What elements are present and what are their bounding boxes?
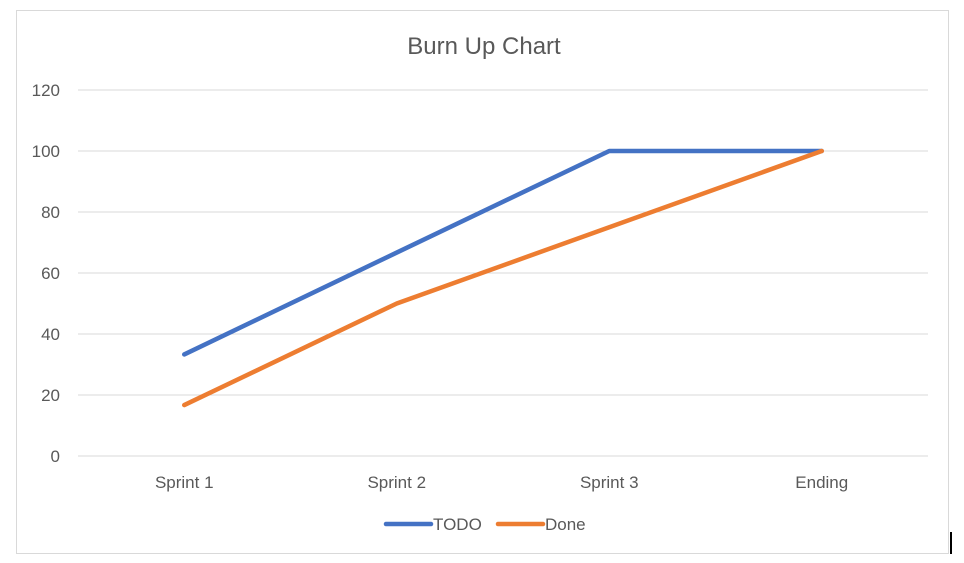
x-tick-label: Ending — [795, 473, 848, 492]
y-tick-label: 40 — [41, 325, 60, 344]
x-tick-label: Sprint 2 — [367, 473, 426, 492]
y-axis: 0 20 40 60 80 100 120 — [32, 81, 60, 466]
y-tick-label: 80 — [41, 203, 60, 222]
legend: TODO Done — [383, 515, 586, 534]
gridlines — [78, 89, 928, 457]
y-tick-label: 20 — [41, 386, 60, 405]
x-axis: Sprint 1 Sprint 2 Sprint 3 Ending — [155, 473, 848, 492]
x-tick-label: Sprint 1 — [155, 473, 214, 492]
series-line-done — [182, 148, 824, 408]
series-lines — [182, 148, 824, 408]
frame-edge-mark — [950, 532, 952, 554]
y-tick-label: 100 — [32, 142, 60, 161]
x-tick-label: Sprint 3 — [580, 473, 639, 492]
y-tick-label: 60 — [41, 264, 60, 283]
legend-label-todo: TODO — [433, 515, 482, 534]
legend-label-done: Done — [545, 515, 586, 534]
series-line-todo — [182, 148, 824, 357]
chart-title: Burn Up Chart — [407, 33, 561, 60]
chart-frame — [16, 10, 949, 554]
y-tick-label: 120 — [32, 81, 60, 100]
y-tick-label: 0 — [51, 447, 60, 466]
